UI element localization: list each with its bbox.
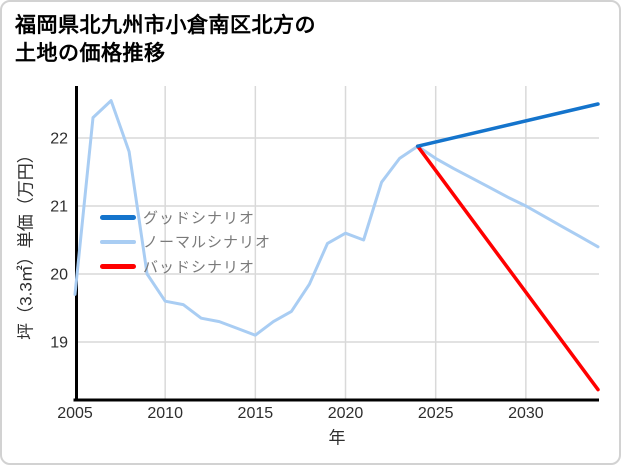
x-tick-label-2025: 2025 <box>418 405 454 422</box>
chart-title-line2: 土地の価格推移 <box>15 42 166 65</box>
x-tick-label-2005: 2005 <box>57 405 93 422</box>
y-axis-title: 坪（3.3㎡）単価（万円） <box>16 146 36 340</box>
bad-scenario-line-swatch <box>100 264 136 269</box>
bad-scenario-label: バッドシナリオ <box>143 258 256 276</box>
legend-item-good-scenario: グッドシナリオ <box>100 205 271 230</box>
legend: グッドシナリオ ノーマルシナリオ バッドシナリオ <box>100 205 271 279</box>
bad-scenario-line <box>415 144 600 392</box>
chart-title: 福岡県北九州市小倉南区北方の 土地の価格推移 <box>15 12 316 68</box>
normal-scenario-label: ノーマルシナリオ <box>143 234 272 252</box>
x-tick-label-2020: 2020 <box>328 405 364 422</box>
normal-scenario-line <box>73 99 600 337</box>
y-tick-label-19: 19 <box>50 335 68 352</box>
legend-item-normal-scenario: ノーマルシナリオ <box>100 230 271 255</box>
chart-title-line1: 福岡県北九州市小倉南区北方の <box>15 14 316 37</box>
good-scenario-label: グッドシナリオ <box>143 209 256 227</box>
x-axis-title: 年 <box>328 428 346 448</box>
good-scenario-line-swatch <box>100 215 136 220</box>
x-tick-label-2030: 2030 <box>508 405 544 422</box>
y-tick-label-20: 20 <box>50 267 68 284</box>
x-tick-label-2015: 2015 <box>238 405 274 422</box>
legend-item-bad-scenario: バッドシナリオ <box>100 254 271 279</box>
y-tick-label-22: 22 <box>50 131 68 148</box>
y-tick-label-21: 21 <box>50 199 68 216</box>
x-tick-label-2010: 2010 <box>147 405 183 422</box>
normal-scenario-line-swatch <box>100 239 136 245</box>
good-scenario-line <box>415 102 600 148</box>
